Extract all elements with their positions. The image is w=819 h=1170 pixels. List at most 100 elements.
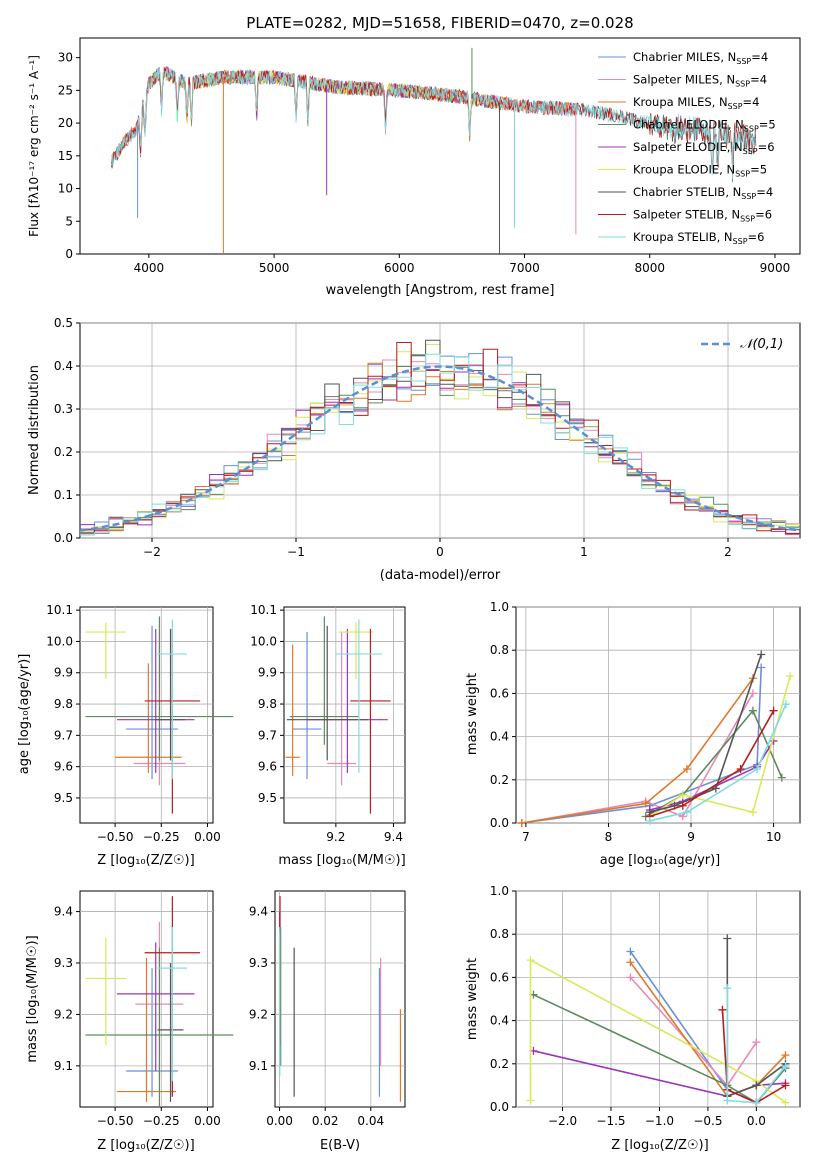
mass-weight-vs-Z-panel: −2.0 −1.5 −1.0 −0.5 0.0 0.0 0.2 0.4 0.6 0.8 1.0 Z … (465, 884, 801, 1153)
mass-vs-EBV-marks (275, 891, 405, 1107)
spectrum-ytick-label: 15 (58, 149, 73, 163)
residuals-xtick-label: −2 (143, 545, 161, 559)
age-vs-Z-xtick-label: −0.50 (97, 830, 134, 844)
mass-weight-vs-Z-ytick-label: 0.0 (490, 1100, 509, 1114)
mass-vs-Z-xtick-label: 0.00 (194, 1114, 221, 1128)
age-vs-mass-ytick-label: 9.6 (258, 760, 277, 774)
mass-weight-vs-age-ytick-label: 0.2 (490, 773, 509, 787)
age-vs-mass-plot-frame (283, 606, 406, 824)
mass-weight-vs-Z-series-line (721, 1009, 786, 1104)
mass-vs-EBV-xtick-label: 0.02 (312, 1114, 339, 1128)
mass-weight-vs-age-ytick-label: 0.6 (490, 686, 509, 700)
spectrum-legend-label: Salpeter ELODIE, NSSP=6 (633, 140, 775, 156)
age-vs-mass-xtick-label: 9.2 (326, 830, 345, 844)
mass-weight-vs-Z-point (626, 973, 635, 982)
residuals-marks (79, 322, 801, 539)
mass-weight-vs-age-point (769, 706, 778, 715)
mass-vs-Z-panel: −0.50 −0.25 0.00 9.1 9.2 9.3 9.4 Z [log₁₀(Z/Z☉… (25, 890, 234, 1153)
spectrum-panel: PLATE=0282, MJD=51658, FIBERID=0470, z=0… (27, 14, 801, 298)
age-vs-Z-ytick-label: 9.8 (54, 697, 73, 711)
spectrum-xtick-label: 5000 (259, 261, 290, 275)
mass-weight-vs-Z-plot-frame (515, 890, 801, 1108)
mass-vs-Z-xtick-label: −0.25 (143, 1114, 180, 1128)
spectrum-plot-frame (79, 37, 801, 255)
residuals-ytick-label: 0.3 (54, 402, 73, 416)
mass-weight-vs-Z-xtick-label: −2.0 (548, 1114, 577, 1128)
mass-vs-Z-xlabel: Z [log₁₀(Z/Z☉)] (97, 1138, 194, 1153)
mass-weight-vs-age-point (678, 801, 687, 810)
spectrum-legend-label: Salpeter STELIB, NSSP=6 (633, 208, 772, 224)
mass-weight-vs-Z-point (723, 1096, 732, 1105)
spectrum-legend-label: Kroupa MILES, NSSP=4 (633, 95, 759, 111)
spectrum-marks (110, 47, 757, 254)
mass-weight-vs-Z-ylabel: mass weight (465, 958, 480, 1040)
mass-vs-Z-ytick-label: 9.3 (54, 956, 73, 970)
residuals-ytick-label: 0.2 (54, 445, 73, 459)
mass-weight-vs-Z-series-line (726, 988, 787, 1104)
age-vs-Z-plot-frame (79, 606, 214, 824)
mass-weight-vs-Z-xtick-label: 0.0 (747, 1114, 766, 1128)
spectrum-ytick-label: 25 (58, 83, 73, 97)
spectrum-xtick-label: 8000 (634, 261, 665, 275)
mass-vs-EBV-xtick-label: 0.00 (266, 1114, 293, 1128)
mass-weight-vs-Z-point (781, 1098, 790, 1107)
mass-weight-vs-age-xtick-label: 8 (605, 830, 613, 844)
age-vs-mass-ytick-label: 9.8 (258, 697, 277, 711)
mass-weight-vs-Z-ytick-label: 0.4 (490, 1014, 509, 1028)
spectrum-title: PLATE=0282, MJD=51658, FIBERID=0470, z=0… (246, 14, 633, 32)
mass-vs-Z-axes: −0.50 −0.25 0.00 9.1 9.2 9.3 9.4 (54, 905, 221, 1128)
age-vs-mass-panel: 9.2 9.4 9.5 9.6 9.7 9.8 9.9 10.0 10.1 mass [log₁… (250, 603, 405, 868)
mass-weight-vs-Z-series-line (529, 958, 786, 1104)
mass-weight-vs-age-point (711, 784, 720, 793)
spectrum-legend: Chabrier MILES, NSSP=4 Salpeter MILES, NS… (598, 50, 776, 246)
mass-vs-EBV-ytick-label: 9.1 (249, 1059, 268, 1073)
mass-weight-vs-age-point (736, 765, 745, 773)
mass-weight-vs-age-marks (516, 606, 800, 827)
residuals-legend: 𝒩(0,1) (701, 337, 783, 352)
age-vs-Z-xtick-label: 0.00 (194, 830, 221, 844)
mass-weight-vs-age-series-line (521, 677, 754, 824)
residuals-xlabel: (data-model)/error (380, 568, 501, 583)
mass-weight-vs-Z-xtick-label: −1.0 (645, 1114, 674, 1128)
mass-weight-vs-Z-point (526, 1096, 535, 1105)
spectrum-legend-label: Chabrier MILES, NSSP=4 (633, 50, 768, 66)
spectrum-ylabel: Flux [fλ10⁻¹⁷ erg cm⁻² s⁻¹ A⁻¹] (27, 55, 41, 237)
mass-weight-vs-age-series-line (649, 710, 775, 818)
age-vs-mass-axes: 9.2 9.4 9.5 9.6 9.7 9.8 9.9 10.0 10.1 (250, 603, 403, 844)
residuals-axes: −2 −1 0 1 2 0.0 0.1 0.2 0.3 0.4 0.5 (54, 316, 732, 559)
residuals-xtick-label: 0 (436, 545, 444, 559)
spectrum-line (110, 66, 757, 172)
age-vs-mass-ytick-label: 10.0 (250, 634, 277, 648)
mass-weight-vs-Z-xlabel: Z [log₁₀(Z/Z☉)] (611, 1138, 708, 1153)
mass-weight-vs-Z-point (626, 958, 635, 967)
mass-weight-vs-Z-ytick-label: 0.2 (490, 1057, 509, 1071)
residuals-xtick-label: −1 (287, 545, 305, 559)
age-vs-Z-ytick-label: 9.5 (54, 791, 73, 805)
mass-weight-vs-age-point (517, 819, 526, 827)
age-vs-mass-xtick-label: 9.4 (384, 830, 403, 844)
spectrum-legend-label: Chabrier ELODIE, NSSP=5 (633, 118, 776, 134)
mass-weight-vs-age-plot-frame (515, 606, 801, 824)
mass-vs-EBV-xtick-label: 0.04 (357, 1114, 384, 1128)
mass-vs-EBV-plot-frame (274, 890, 406, 1108)
mass-weight-vs-Z-point (752, 1038, 761, 1047)
mass-weight-vs-age-point (748, 706, 757, 715)
spectrum-ytick-label: 0 (65, 247, 73, 261)
age-vs-mass-ytick-label: 9.5 (258, 791, 277, 805)
age-vs-Z-ytick-label: 10.1 (46, 603, 73, 617)
residuals-panel: −2 −1 0 1 2 0.0 0.1 0.2 0.3 0.4 0.5 𝒩(0,1) (data-m… (27, 316, 801, 583)
mass-vs-Z-ytick-label: 9.1 (54, 1059, 73, 1073)
mass-weight-vs-age-xtick-label: 7 (522, 830, 530, 844)
mass-vs-EBV-axes: 0.00 0.02 0.04 9.1 9.2 9.3 9.4 (249, 905, 384, 1128)
age-vs-Z-ytick-label: 9.7 (54, 728, 73, 742)
residuals-ytick-label: 0.4 (54, 359, 73, 373)
mass-vs-EBV-xlabel: E(B-V) (320, 1138, 360, 1153)
mass-weight-vs-age-xtick-label: 10 (766, 830, 781, 844)
mass-vs-EBV-ytick-label: 9.4 (249, 905, 268, 919)
mass-weight-vs-age-point (645, 816, 654, 825)
age-vs-mass-marks (284, 607, 405, 823)
mass-weight-vs-Z-axes: −2.0 −1.5 −1.0 −0.5 0.0 0.0 0.2 0.4 0.6 0.8 1.0 (490, 884, 766, 1128)
mass-weight-vs-Z-point (723, 984, 732, 993)
spectrum-xtick-label: 6000 (384, 261, 415, 275)
